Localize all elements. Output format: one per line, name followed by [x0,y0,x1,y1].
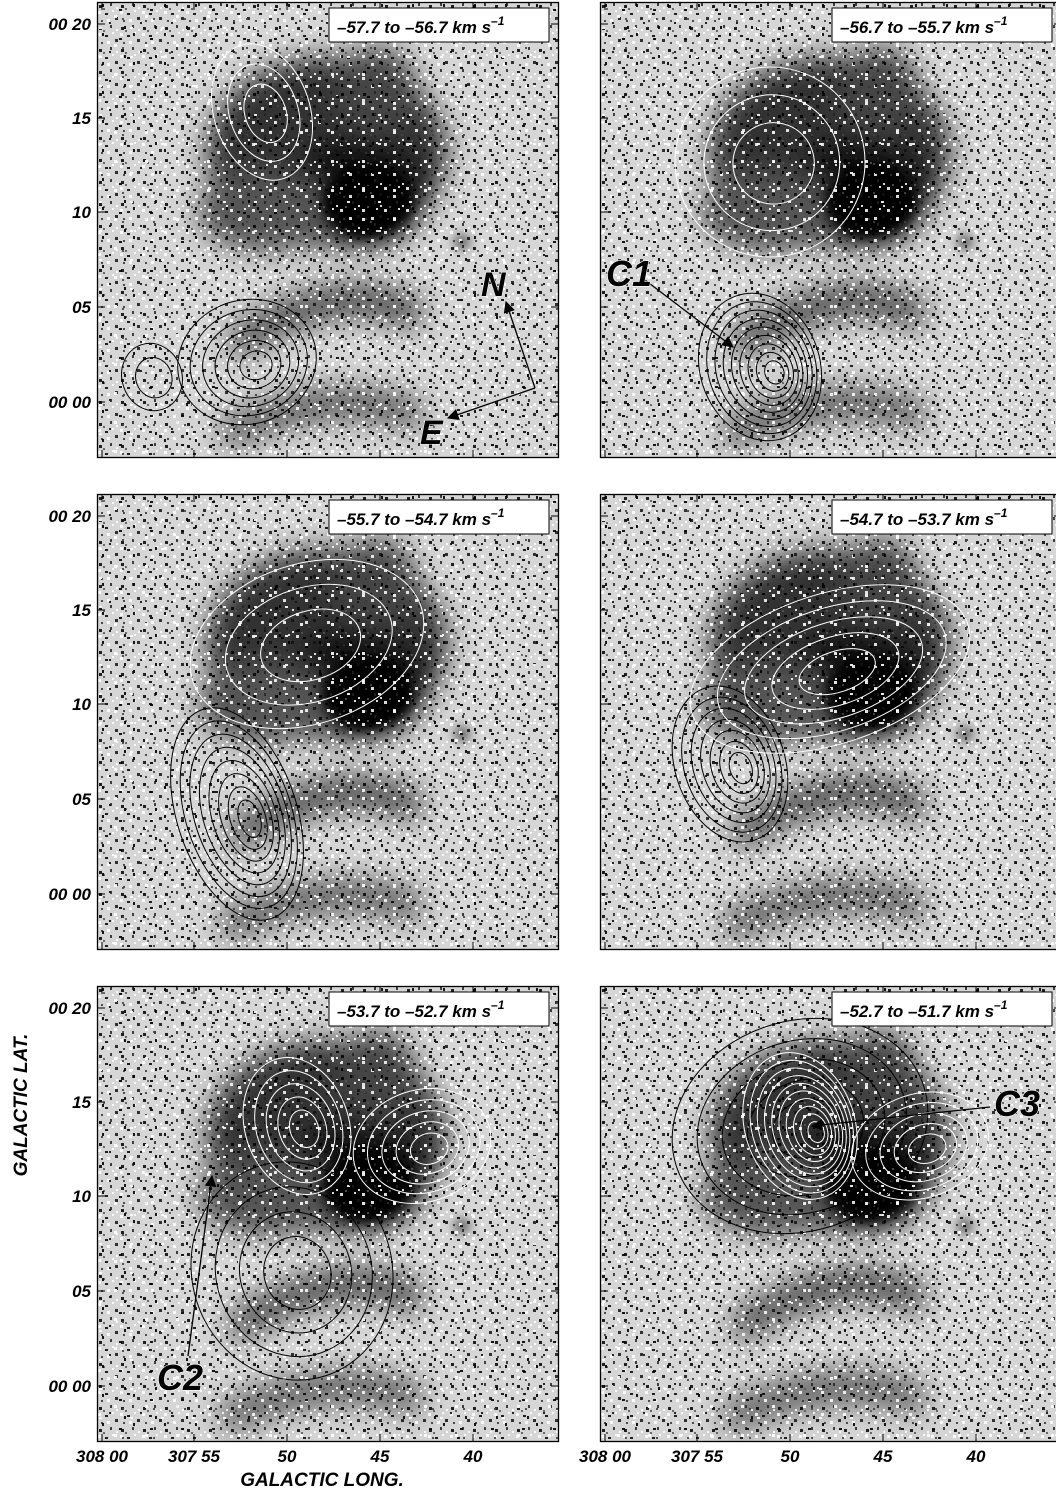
east-arrow [446,387,536,421]
nebula-image [600,986,1056,1442]
contour-lines [121,43,317,426]
panel-frame [599,985,1056,1443]
c1-marker: C1 [605,252,734,348]
nebula-image [97,494,559,950]
channel-panel: –52.7 to –51.7 km s–1 [599,985,1056,1443]
x-tick-label: 45 [370,1447,390,1466]
x-tick-labels: 308 00 307 55 50 45 40 308 00 307 55 50 45 40 [76,1447,986,1466]
x-tick-label: 307 55 [671,1447,724,1466]
tick-marks [600,986,1056,1442]
channel-panel: –56.7 to –55.7 km s–1 [599,1,1056,459]
panels-layer: –57.7 to –56.7 km s–1 –56.7 to –55.7 km s… [96,1,1056,1443]
velocity-range: –57.7 to –56.7 km s [337,18,491,37]
panel-frame [96,493,560,951]
y-tick-label: 05 [72,790,91,809]
svg-text:–56.7 to –55.7 km s–1: –56.7 to –55.7 km s–1 [840,14,1008,37]
nebula-image [97,986,559,1442]
y-tick-label: 00 20 [48,15,91,34]
x-tick-label: 50 [781,1447,800,1466]
velocity-label: –54.7 to –53.7 km s–1 [831,499,1053,535]
velocity-label: –55.7 to –54.7 km s–1 [328,499,550,535]
contour-lines [671,1017,989,1235]
c3-label: C3 [994,1083,1040,1124]
c3-arrow [810,1106,991,1131]
contour-lines [190,1057,492,1381]
velocity-range: –53.7 to –52.7 km s [337,1002,491,1021]
tick-marks [97,986,559,1442]
c1-label: C1 [606,253,652,294]
velocity-label: –57.7 to –56.7 km s–1 [328,7,550,43]
contour-lines [170,558,425,921]
x-axis-title: GALACTIC LONG. [240,1470,404,1491]
c2-label: C2 [157,1357,203,1398]
channel-panel: –55.7 to –54.7 km s–1 [96,493,560,951]
velocity-unit-exponent: –1 [491,14,505,28]
x-tick-label: 308 00 [76,1447,129,1466]
c2-arrow [187,1174,217,1357]
c2-marker: C2 [156,1174,217,1399]
x-tick-label: 307 55 [168,1447,221,1466]
east-label: E [420,414,444,452]
panel-frame [96,1,560,459]
contour-lines [671,584,971,843]
y-tick-label: 00 20 [48,507,91,526]
y-tick-label: 05 [72,1282,91,1301]
c3-marker: C3 [810,1082,1041,1131]
y-tick-label: 05 [72,298,91,317]
velocity-range: –56.7 to –55.7 km s [840,18,994,37]
velocity-unit-exponent: –1 [994,14,1008,28]
north-label: N [481,266,507,304]
y-tick-label: 00 00 [48,393,91,412]
y-tick-label: 00 20 [48,999,91,1018]
y-axis-title: GALACTIC LAT. [11,1034,32,1177]
annotation-layer: N E C1 C2 C3 [156,252,1041,1399]
panel-frame [599,493,1056,951]
c1-arrow [640,276,734,348]
channel-panel: –53.7 to –52.7 km s–1 [96,985,560,1443]
nebula-image [600,2,1056,458]
contour-lines [674,66,866,442]
velocity-unit-exponent: –1 [994,998,1008,1012]
channel-panel: –54.7 to –53.7 km s–1 [599,493,1056,951]
compass: N E [420,266,536,453]
panel-frame [599,1,1056,459]
svg-text:–55.7 to –54.7 km s–1: –55.7 to –54.7 km s–1 [337,506,505,529]
x-tick-label: 308 00 [579,1447,632,1466]
tick-marks [600,2,1056,458]
svg-text:–54.7 to –53.7 km s–1: –54.7 to –53.7 km s–1 [840,506,1008,529]
tick-marks [97,2,559,458]
y-tick-label: 15 [72,109,91,128]
velocity-unit-exponent: –1 [491,506,505,520]
x-tick-label: 40 [463,1447,483,1466]
y-tick-label: 10 [72,1187,91,1206]
north-arrow [503,300,536,389]
y-tick-label: 00 00 [48,885,91,904]
velocity-unit-exponent: –1 [491,998,505,1012]
tick-marks [97,494,559,950]
velocity-unit-exponent: –1 [994,506,1008,520]
svg-text:–52.7 to –51.7 km s–1: –52.7 to –51.7 km s–1 [840,998,1008,1021]
nebula-image [97,2,559,458]
velocity-range: –54.7 to –53.7 km s [840,510,994,529]
panel-frame [96,985,560,1443]
velocity-label: –56.7 to –55.7 km s–1 [831,7,1053,43]
velocity-range: –52.7 to –51.7 km s [840,1002,994,1021]
x-tick-label: 50 [278,1447,297,1466]
velocity-label: –53.7 to –52.7 km s–1 [328,991,550,1027]
svg-text:–57.7 to –56.7 km s–1: –57.7 to –56.7 km s–1 [337,14,505,37]
velocity-range: –55.7 to –54.7 km s [337,510,491,529]
channel-panel: –57.7 to –56.7 km s–1 [96,1,560,459]
y-tick-label: 15 [72,601,91,620]
x-tick-label: 45 [873,1447,893,1466]
x-tick-label: 40 [966,1447,986,1466]
y-tick-label: 10 [72,695,91,714]
y-tick-labels: 00 20 15 10 05 00 00 00 20 15 10 05 00 00 00 20 15 1… [48,15,91,1396]
y-tick-label: 00 00 [48,1377,91,1396]
y-tick-label: 10 [72,203,91,222]
velocity-label: –52.7 to –51.7 km s–1 [831,991,1053,1027]
y-tick-label: 15 [72,1093,91,1112]
nebula-image [600,494,1056,950]
svg-text:–53.7 to –52.7 km s–1: –53.7 to –52.7 km s–1 [337,998,505,1021]
